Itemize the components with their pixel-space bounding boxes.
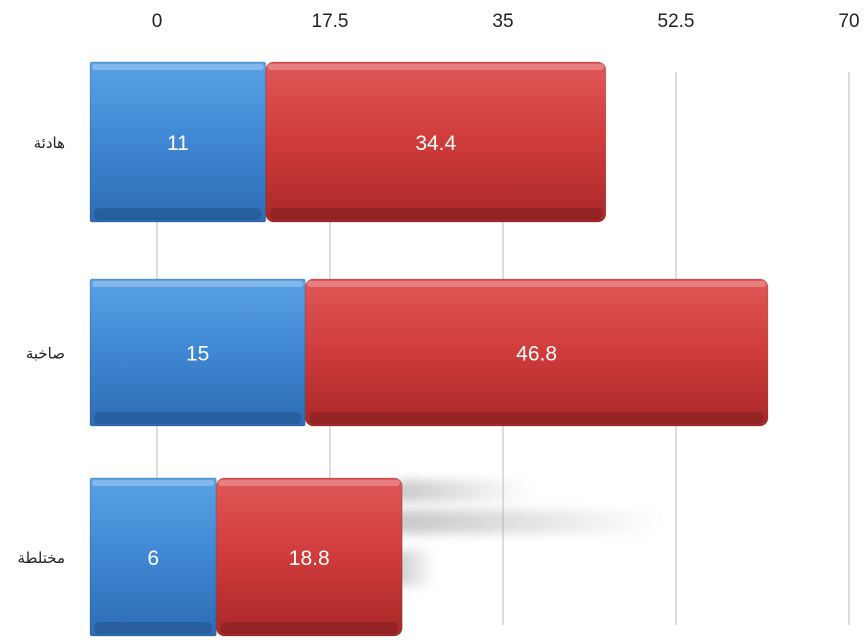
bar-shadows: [395, 480, 660, 586]
value-label: 15: [186, 343, 209, 366]
bar-shadow: [395, 550, 435, 586]
x-tick-label: 70: [838, 11, 859, 32]
bar-segment: [304, 278, 769, 427]
x-tick-label: 17.5: [312, 11, 349, 32]
bar-highlight: [218, 480, 401, 486]
value-label: 34.4: [415, 132, 456, 155]
bar-highlight: [267, 64, 604, 70]
bar-highlight: [92, 64, 264, 70]
x-tick-label: 35: [492, 11, 513, 32]
bar-bevel: [220, 622, 399, 634]
value-label: 18.8: [289, 547, 330, 570]
category-label: مختلطة: [17, 549, 65, 567]
bar-bevel: [94, 412, 302, 424]
bar-segment: [265, 61, 607, 223]
bar-highlight: [307, 281, 766, 287]
category-labels: هادئة صاخبة مختلطة: [17, 134, 65, 567]
bars: 11 34.4 15 46.8 6 18.8: [89, 61, 769, 637]
x-axis-ticks: 0 17.5 35 52.5 70: [152, 11, 860, 32]
bar-shadow: [395, 480, 530, 502]
bar-shadow: [395, 510, 660, 534]
bar-segment: [215, 477, 403, 637]
bar-bevel: [269, 208, 602, 220]
bar-highlight: [92, 480, 215, 486]
bar-highlight: [92, 281, 304, 287]
bar-bevel: [94, 208, 262, 220]
x-tick-label: 0: [152, 11, 163, 32]
value-label: 46.8: [516, 343, 557, 366]
value-label: 11: [167, 132, 189, 155]
bar-bevel: [309, 412, 764, 424]
category-label: صاخبة: [26, 345, 65, 363]
value-label: 6: [147, 547, 159, 570]
bar-bevel: [94, 622, 213, 634]
category-label: هادئة: [34, 134, 65, 152]
x-tick-label: 52.5: [658, 11, 695, 32]
